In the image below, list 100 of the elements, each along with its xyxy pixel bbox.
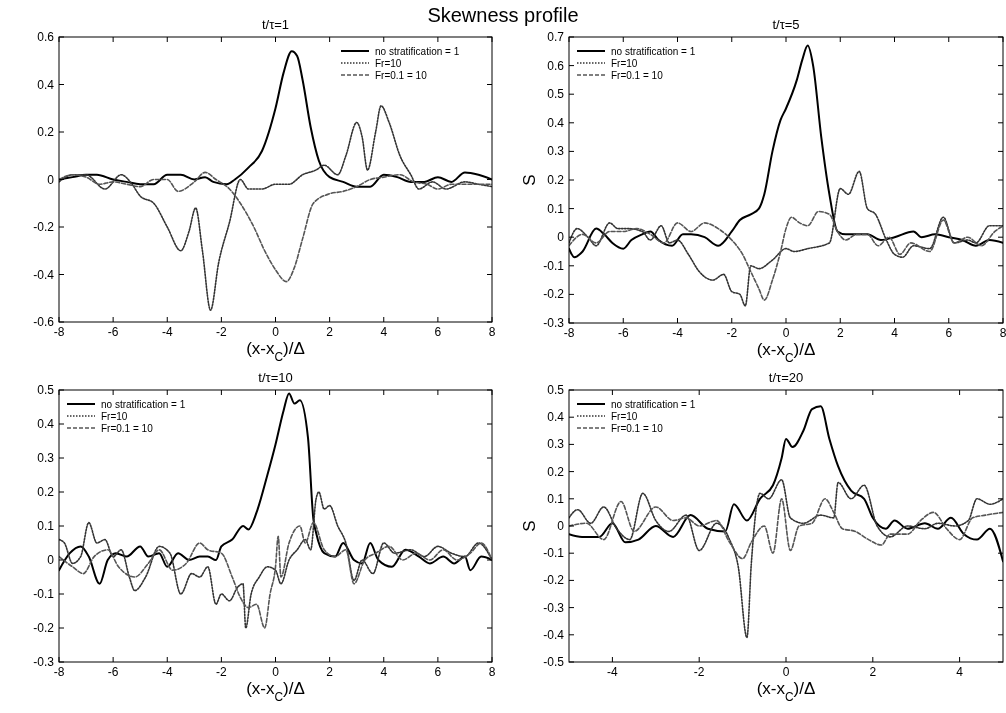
x-tick-label: 4 — [380, 665, 388, 679]
y-tick-label: 0.2 — [547, 464, 565, 479]
x-tick-label: -8 — [53, 665, 65, 679]
x-tick-label: -2 — [693, 665, 705, 679]
x-axis-title: (x-x$_{C}$)/Δ — [756, 340, 816, 365]
x-tick-label: -6 — [617, 326, 629, 340]
x-tick-label: -2 — [216, 665, 228, 679]
legend-label: no stratification = 1 — [611, 46, 696, 57]
chart-title: t/τ=10 — [258, 370, 293, 385]
legend-label: Fr=10 — [611, 411, 638, 422]
y-tick-label: 0.6 — [547, 58, 565, 73]
legend-label: Fr=0.1 = 10 — [611, 423, 664, 434]
y-tick-label: -0.1 — [33, 587, 55, 601]
y-tick-label: 0.4 — [37, 77, 55, 92]
chart-title: t/τ=5 — [772, 17, 800, 32]
y-tick-label: -0.2 — [33, 220, 55, 234]
y-tick-label: -0.3 — [543, 600, 565, 615]
x-tick-label: -4 — [161, 325, 173, 339]
x-tick-label: 0 — [272, 665, 280, 679]
x-tick-label: -4 — [607, 665, 619, 679]
y-axis-title: S — [520, 174, 539, 186]
x-axis-title: (x-x$_{C}$)/Δ — [246, 339, 305, 364]
legend-label: no stratification = 1 — [101, 399, 186, 410]
y-tick-label: 0.7 — [547, 30, 565, 44]
y-tick-label: 0 — [557, 230, 565, 245]
legend-label: Fr=0.1 = 10 — [611, 70, 664, 81]
x-axis-title: (x-x$_{C}$)/Δ — [246, 679, 305, 704]
x-tick-label: 6 — [434, 665, 442, 679]
y-tick-label: 0.1 — [547, 201, 565, 216]
text: Skewness profile — [427, 4, 579, 26]
y-axis-title: S — [520, 520, 539, 532]
y-tick-label: -0.4 — [33, 267, 55, 282]
x-tick-label: -6 — [107, 325, 119, 339]
y-tick-label: 0 — [47, 172, 55, 187]
x-tick-label: 4 — [380, 325, 388, 339]
line-series — [569, 498, 1003, 560]
x-tick-label: 8 — [488, 665, 496, 679]
line-series — [59, 171, 492, 283]
y-tick-label: 0.3 — [547, 144, 565, 159]
y-tick-label: 0.4 — [547, 410, 565, 425]
legend-label: Fr=10 — [375, 58, 402, 69]
y-tick-label: -0.5 — [543, 655, 565, 669]
x-tick-label: -4 — [672, 326, 684, 340]
x-tick-label: 8 — [488, 325, 496, 339]
x-tick-label: 6 — [945, 326, 953, 340]
x-tick-label: 8 — [999, 326, 1006, 340]
line-series — [569, 210, 1003, 301]
legend-label: no stratification = 1 — [375, 46, 460, 57]
x-tick-label: 0 — [782, 665, 790, 679]
x-tick-label: -6 — [107, 665, 119, 679]
y-tick-label: -0.2 — [543, 573, 565, 588]
x-tick-label: 2 — [326, 325, 334, 339]
y-tick-label: 0.4 — [547, 115, 565, 130]
legend-label: Fr=0.1 = 10 — [375, 70, 428, 81]
x-tick-label: -4 — [161, 665, 173, 679]
x-tick-label: -2 — [726, 326, 738, 340]
legend-label: Fr=10 — [611, 58, 638, 69]
line-series — [59, 491, 492, 629]
line-series — [59, 521, 492, 629]
y-tick-label: 0.1 — [37, 519, 55, 533]
x-tick-label: 4 — [891, 326, 899, 340]
y-tick-label: 0.2 — [37, 125, 55, 139]
y-tick-label: 0 — [47, 553, 55, 567]
y-tick-label: 0.2 — [37, 485, 55, 499]
x-tick-label: 0 — [782, 326, 790, 340]
line-series — [569, 170, 1003, 307]
y-tick-label: 0.1 — [547, 491, 565, 506]
x-tick-label: -8 — [563, 326, 575, 340]
legend-label: no stratification = 1 — [611, 399, 696, 410]
y-tick-label: -0.1 — [543, 258, 565, 273]
y-tick-label: -0.4 — [543, 627, 565, 642]
y-tick-label: 0.5 — [547, 87, 565, 102]
x-axis-title: (x-x$_{C}$)/Δ — [756, 679, 816, 704]
x-tick-label: 2 — [869, 665, 877, 679]
x-tick-label: -2 — [216, 325, 228, 339]
y-tick-label: 0.5 — [37, 383, 55, 397]
y-tick-label: -0.3 — [543, 316, 565, 330]
y-tick-label: -0.2 — [543, 287, 565, 302]
y-tick-label: 0 — [557, 519, 565, 533]
y-tick-label: -0.6 — [33, 315, 55, 329]
x-tick-label: 2 — [836, 326, 844, 340]
legend-label: Fr=10 — [101, 411, 128, 422]
y-tick-label: 0.5 — [547, 383, 565, 397]
legend-label: Fr=0.1 = 10 — [101, 423, 154, 434]
line-series — [59, 105, 492, 311]
y-tick-label: 0.2 — [547, 173, 565, 187]
y-tick-label: 0.3 — [547, 437, 565, 452]
y-tick-label: -0.1 — [543, 546, 565, 561]
x-tick-label: 4 — [956, 665, 964, 679]
chart-title: t/τ=1 — [261, 17, 290, 32]
chart-title: t/τ=20 — [768, 370, 804, 385]
x-tick-label: 0 — [272, 325, 280, 339]
x-tick-label: -8 — [53, 325, 65, 339]
y-tick-label: 0.6 — [37, 30, 55, 44]
x-tick-label: 6 — [434, 325, 442, 339]
y-tick-label: 0.4 — [37, 417, 55, 431]
y-tick-label: 0.3 — [37, 451, 55, 465]
y-tick-label: -0.3 — [33, 655, 55, 669]
line-series — [569, 478, 1003, 639]
x-tick-label: 2 — [326, 665, 334, 679]
